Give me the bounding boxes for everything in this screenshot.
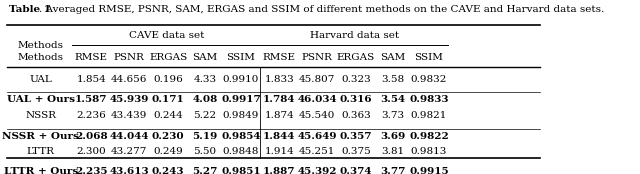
Text: 0.9833: 0.9833: [409, 95, 449, 104]
Text: 4.33: 4.33: [193, 74, 216, 84]
Text: 3.81: 3.81: [381, 147, 404, 156]
Text: 0.9910: 0.9910: [223, 74, 259, 84]
Text: 3.77: 3.77: [380, 167, 406, 174]
Text: Harvard data set: Harvard data set: [310, 31, 399, 40]
Text: 0.196: 0.196: [154, 74, 183, 84]
Text: 5.22: 5.22: [193, 111, 216, 120]
Text: 44.656: 44.656: [111, 74, 147, 84]
Text: 3.73: 3.73: [381, 111, 404, 120]
Text: 3.58: 3.58: [381, 74, 404, 84]
Text: 0.244: 0.244: [154, 111, 183, 120]
Text: Methods: Methods: [18, 41, 64, 50]
Text: 1.844: 1.844: [263, 132, 296, 141]
Text: PSNR: PSNR: [301, 53, 333, 62]
Text: 1.914: 1.914: [264, 147, 294, 156]
Text: Methods: Methods: [18, 53, 64, 62]
Text: 1.587: 1.587: [75, 95, 108, 104]
Text: 0.9854: 0.9854: [221, 132, 260, 141]
Text: 0.9851: 0.9851: [221, 167, 261, 174]
Text: 45.251: 45.251: [299, 147, 335, 156]
Text: 43.613: 43.613: [109, 167, 149, 174]
Text: 0.9915: 0.9915: [409, 167, 449, 174]
Text: SAM: SAM: [193, 53, 218, 62]
Text: 0.9849: 0.9849: [223, 111, 259, 120]
Text: SAM: SAM: [380, 53, 406, 62]
Text: 2.300: 2.300: [76, 147, 106, 156]
Text: 0.9848: 0.9848: [223, 147, 259, 156]
Text: 44.044: 44.044: [109, 132, 149, 141]
Text: 1.784: 1.784: [263, 95, 296, 104]
Text: 0.323: 0.323: [341, 74, 371, 84]
Text: 0.230: 0.230: [152, 132, 184, 141]
Text: 45.392: 45.392: [298, 167, 337, 174]
Text: 2.236: 2.236: [76, 111, 106, 120]
Text: 0.375: 0.375: [341, 147, 371, 156]
Text: 3.54: 3.54: [380, 95, 406, 104]
Text: 0.9822: 0.9822: [409, 132, 449, 141]
Text: LTTR: LTTR: [27, 147, 55, 156]
Text: RMSE: RMSE: [75, 53, 108, 62]
Text: SSIM: SSIM: [415, 53, 444, 62]
Text: . Averaged RMSE, PSNR, SAM, ERGAS and SSIM of different methods on the CAVE and : . Averaged RMSE, PSNR, SAM, ERGAS and SS…: [39, 5, 605, 14]
Text: 0.363: 0.363: [341, 111, 371, 120]
Text: RMSE: RMSE: [262, 53, 296, 62]
Text: 1.833: 1.833: [264, 74, 294, 84]
Text: 5.19: 5.19: [193, 132, 218, 141]
Text: 46.034: 46.034: [298, 95, 337, 104]
Text: 43.439: 43.439: [111, 111, 147, 120]
Text: UAL + Ours: UAL + Ours: [7, 95, 75, 104]
Text: 0.9813: 0.9813: [411, 147, 447, 156]
Text: 45.939: 45.939: [109, 95, 149, 104]
Text: 0.316: 0.316: [340, 95, 372, 104]
Text: 43.277: 43.277: [111, 147, 147, 156]
Text: Table 1: Table 1: [10, 5, 51, 14]
Text: UAL: UAL: [29, 74, 52, 84]
Text: 1.854: 1.854: [76, 74, 106, 84]
Text: SSIM: SSIM: [227, 53, 255, 62]
Text: 0.9821: 0.9821: [411, 111, 447, 120]
Text: 0.171: 0.171: [152, 95, 184, 104]
Text: 3.69: 3.69: [380, 132, 406, 141]
Text: 0.249: 0.249: [154, 147, 183, 156]
Text: ERGAS: ERGAS: [149, 53, 188, 62]
Text: 2.235: 2.235: [75, 167, 108, 174]
Text: 2.068: 2.068: [75, 132, 108, 141]
Text: LTTR + Ours: LTTR + Ours: [4, 167, 78, 174]
Text: NSSR + Ours: NSSR + Ours: [3, 132, 79, 141]
Text: 0.243: 0.243: [152, 167, 184, 174]
Text: CAVE data set: CAVE data set: [129, 31, 204, 40]
Text: 45.540: 45.540: [299, 111, 335, 120]
Text: 0.374: 0.374: [340, 167, 372, 174]
Text: 0.9917: 0.9917: [221, 95, 261, 104]
Text: PSNR: PSNR: [114, 53, 145, 62]
Text: 45.807: 45.807: [299, 74, 335, 84]
Text: 0.357: 0.357: [340, 132, 372, 141]
Text: 0.9832: 0.9832: [411, 74, 447, 84]
Text: 5.27: 5.27: [192, 167, 218, 174]
Text: 1.874: 1.874: [264, 111, 294, 120]
Text: ERGAS: ERGAS: [337, 53, 375, 62]
Text: 45.649: 45.649: [298, 132, 337, 141]
Text: 4.08: 4.08: [193, 95, 218, 104]
Text: 1.887: 1.887: [263, 167, 296, 174]
Text: 5.50: 5.50: [193, 147, 216, 156]
Text: NSSR: NSSR: [26, 111, 56, 120]
